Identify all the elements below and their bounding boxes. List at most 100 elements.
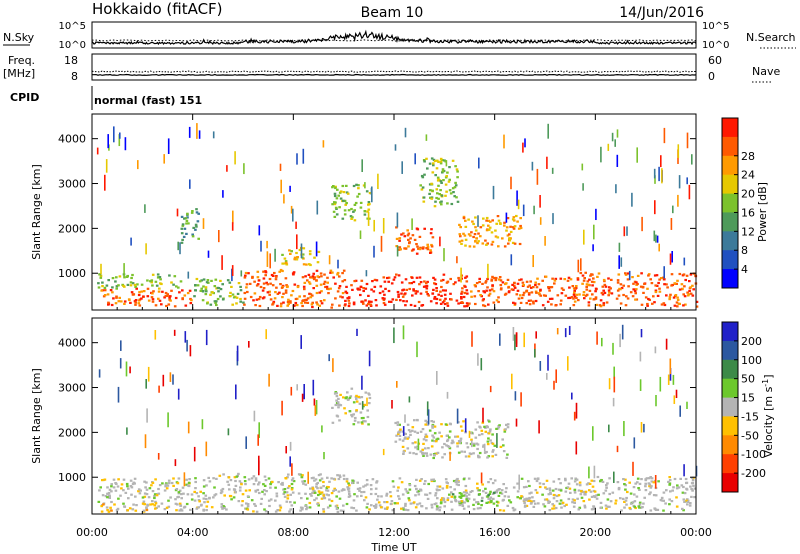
heatmap-cell (301, 256, 304, 259)
heatmap-cell (177, 477, 181, 480)
heatmap-cell (120, 300, 123, 303)
heatmap-cell (338, 191, 342, 194)
heatmap-cell (690, 495, 693, 498)
heatmap-cell (593, 490, 597, 493)
heatmap-cell (305, 263, 308, 266)
heatmap-cell (338, 275, 341, 278)
heatmap-cell (284, 291, 288, 294)
heatmap-cell (573, 411, 576, 421)
heatmap-cell (518, 242, 522, 246)
heatmap-cell (608, 492, 611, 496)
x-tick-label: 08:00 (277, 526, 309, 539)
heatmap-cell (455, 483, 459, 486)
heatmap-cell (453, 195, 456, 198)
heatmap-cell (359, 230, 362, 239)
heatmap-cell (688, 504, 692, 507)
heatmap-cell (310, 477, 314, 480)
heatmap-cell (268, 373, 270, 387)
heatmap-cell (610, 278, 613, 281)
heatmap-cell (291, 272, 295, 275)
heatmap-cell (442, 273, 446, 276)
heatmap-cell (368, 396, 372, 400)
heatmap-cell (179, 280, 183, 283)
heatmap-cell (153, 504, 157, 507)
heatmap-cell (342, 504, 345, 507)
heatmap-cell (256, 283, 260, 286)
heatmap-cell (198, 500, 201, 503)
heatmap-cell (317, 493, 320, 497)
heatmap-cell (481, 282, 484, 285)
heatmap-cell (650, 485, 653, 488)
heatmap-cell (101, 281, 104, 284)
heatmap-cell (406, 234, 410, 237)
heatmap-cell (243, 291, 247, 295)
heatmap-cell (331, 421, 335, 424)
heatmap-cell (633, 289, 637, 293)
heatmap-cell (677, 486, 681, 489)
heatmap-cell (131, 508, 135, 511)
heatmap-cell (152, 290, 155, 293)
heatmap-cell (234, 484, 238, 487)
heatmap-cell (543, 498, 547, 501)
heatmap-cell (336, 474, 339, 477)
heatmap-cell (476, 487, 479, 490)
heatmap-cell (185, 222, 188, 225)
heatmap-cell (474, 285, 477, 288)
heatmap-cell (489, 428, 492, 431)
heatmap-cell (478, 280, 481, 284)
heatmap-cell (593, 465, 596, 479)
heatmap-cell (527, 293, 531, 296)
heatmap-cell (280, 179, 282, 194)
heatmap-cell (458, 492, 462, 495)
heatmap-cell (619, 302, 623, 305)
heatmap-cell (485, 229, 489, 232)
heatmap-cell (503, 134, 505, 149)
heatmap-cell (552, 504, 556, 507)
heatmap-cell (641, 506, 644, 509)
heatmap-cell (655, 274, 659, 277)
heatmap-cell (274, 291, 277, 294)
heatmap-cell (267, 499, 271, 502)
heatmap-cell (676, 298, 680, 301)
heatmap-cell (688, 184, 691, 200)
heatmap-cell (154, 500, 157, 503)
heatmap-cell (119, 494, 122, 497)
heatmap-cell (400, 233, 403, 236)
heatmap-cell (609, 287, 612, 290)
heatmap-cell (257, 298, 261, 301)
heatmap-cell (348, 302, 351, 305)
heatmap-cell (421, 448, 424, 451)
heatmap-cell (404, 247, 408, 250)
heatmap-cell (334, 282, 337, 285)
heatmap-cell (191, 233, 194, 236)
heatmap-cell (438, 193, 441, 196)
heatmap-cell (431, 439, 434, 442)
heatmap-cell (395, 226, 398, 229)
heatmap-cell (419, 450, 423, 453)
heatmap-cell (406, 509, 410, 512)
nave-tick-bottom: 0 (708, 70, 715, 83)
heatmap-cell (409, 433, 412, 436)
heatmap-cell (219, 279, 222, 282)
heatmap-cell (525, 302, 528, 305)
heatmap-cell (554, 304, 557, 307)
heatmap-cell (111, 286, 114, 289)
heatmap-cell (423, 173, 426, 176)
heatmap-cell (396, 245, 399, 257)
heatmap-cell (575, 402, 578, 419)
colorbar-frame (721, 321, 739, 493)
heatmap-cell (435, 188, 439, 191)
heatmap-cell (456, 200, 460, 203)
heatmap-cell (569, 491, 572, 494)
heatmap-cell (446, 304, 450, 307)
heatmap-cell (575, 441, 578, 455)
heatmap-cell (552, 507, 556, 510)
heatmap-cell (490, 278, 494, 281)
heatmap-cell (416, 503, 419, 506)
heatmap-cell (301, 474, 304, 477)
heatmap-cell (208, 496, 211, 499)
heatmap-cell (107, 279, 110, 282)
heatmap-cell (613, 471, 615, 483)
heatmap-cell (647, 274, 650, 277)
heatmap-cell (285, 500, 289, 503)
